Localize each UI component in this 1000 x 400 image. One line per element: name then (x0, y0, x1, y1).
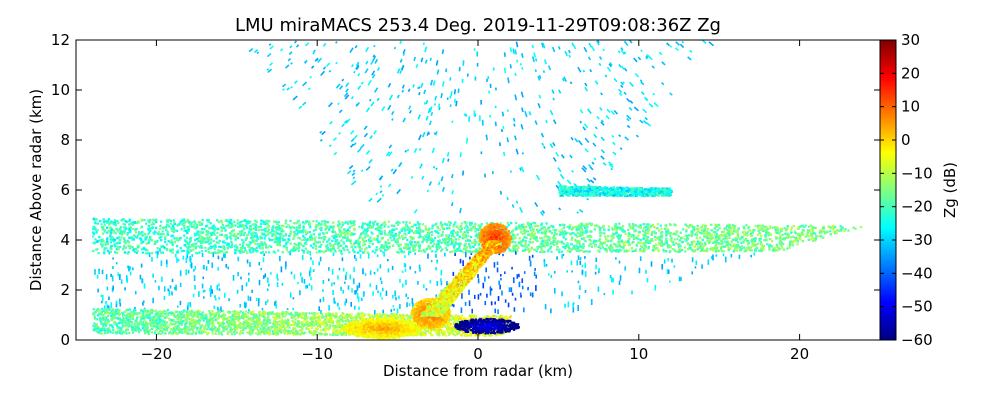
x-tick-label: −10 (301, 345, 333, 363)
colorbar-tick-label: −40 (901, 264, 933, 282)
background-echo (94, 40, 756, 316)
y-tick-label: 8 (60, 131, 70, 149)
echo-layer-6 (558, 185, 673, 198)
colorbar-label: Zg (dB) (941, 162, 959, 218)
y-tick-label: 12 (51, 31, 70, 49)
y-tick-label: 4 (60, 231, 70, 249)
echo-features (92, 185, 863, 340)
y-tick-label: 6 (60, 181, 70, 199)
x-tick-label: 0 (473, 345, 483, 363)
colorbar-tick-label: −10 (901, 164, 933, 182)
echo-blob-5 (454, 317, 521, 335)
colorbar-gradient (879, 39, 897, 341)
x-axis: −20 −10 0 10 20 (141, 40, 809, 363)
colorbar-tick-label: −50 (901, 298, 933, 316)
x-axis-label: Distance from radar (km) (383, 362, 573, 380)
y-tick-label: 0 (60, 331, 70, 349)
y-tick-label: 10 (51, 81, 70, 99)
y-axis-label: Distance Above radar (km) (27, 89, 45, 291)
colorbar-tick-label: 30 (901, 31, 920, 49)
chart-title: LMU miraMACS 253.4 Deg. 2019-11-29T09:08… (235, 15, 721, 36)
x-tick-label: 20 (790, 345, 809, 363)
plot-area (92, 40, 863, 340)
colorbar-tick-label: 0 (901, 131, 911, 149)
colorbar-tick-label: −30 (901, 231, 933, 249)
x-tick-label: 10 (629, 345, 648, 363)
echo-blob-2 (341, 317, 424, 340)
echo-layer-0 (92, 217, 863, 255)
colorbar-tick-label: −60 (901, 331, 933, 349)
y-axis: 0 2 4 6 8 10 12 (51, 31, 880, 349)
y-tick-label: 2 (60, 281, 70, 299)
colorbar-tick-label: −20 (901, 198, 933, 216)
colorbar-tick-label: 10 (901, 98, 920, 116)
colorbar-ticks: −60 −50 −40 −30 −20 −10 0 10 20 30 (880, 31, 933, 349)
echo-streak (420, 240, 502, 318)
colorbar: −60 −50 −40 −30 −20 −10 0 10 20 30 Zg (dB) (879, 31, 959, 349)
x-tick-label: −20 (141, 345, 173, 363)
colorbar-tick-label: 20 (901, 64, 920, 82)
